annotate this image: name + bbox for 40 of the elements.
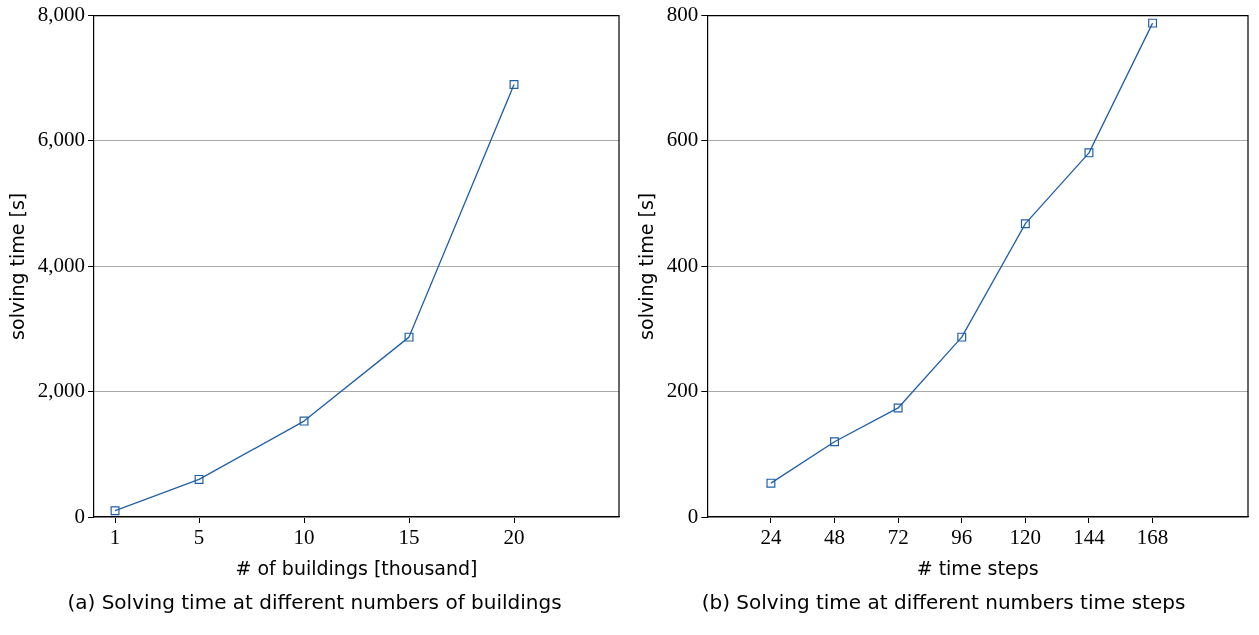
- x-tick-label: 120: [1009, 525, 1042, 550]
- x-axis-title: # time steps: [916, 556, 1039, 579]
- x-tick-label: 168: [1136, 525, 1169, 550]
- point: [509, 80, 519, 90]
- x-tick-label: 48: [824, 525, 846, 550]
- x-tick-label: 1: [109, 525, 121, 550]
- point: [957, 332, 967, 342]
- y-tick-label: 4,000: [37, 252, 86, 277]
- point: [1084, 148, 1094, 158]
- y-tick-label: 800: [666, 2, 699, 27]
- y-tick-label: 0: [687, 503, 699, 528]
- y-axis-title: solving time [s]: [635, 192, 658, 340]
- x-axis-title: # of buildings [thousand]: [235, 556, 478, 579]
- x-tick-label: 144: [1073, 525, 1106, 550]
- text: (b) Solving time at different numbers time steps: [700, 590, 1187, 614]
- point: [110, 506, 120, 516]
- x-tick-label: 15: [398, 525, 420, 550]
- point: [194, 474, 204, 484]
- x-tick-label: 5: [193, 525, 205, 550]
- y-tick-label: 8,000: [37, 2, 86, 27]
- point: [830, 437, 840, 447]
- point: [1148, 18, 1158, 28]
- x-tick-label: 96: [951, 525, 973, 550]
- point: [299, 416, 309, 426]
- x-tick-label: 72: [887, 525, 909, 550]
- x-tick-label: 24: [760, 525, 782, 550]
- y-tick-label: 2,000: [37, 378, 86, 403]
- point: [766, 478, 776, 488]
- y-tick-label: 600: [666, 127, 699, 152]
- point: [404, 332, 414, 342]
- y-tick-label: 0: [74, 503, 86, 528]
- text: (a) Solving time at different numbers of buildings: [66, 590, 563, 614]
- y-tick-label: 6,000: [37, 127, 86, 152]
- x-tick-label: 20: [503, 525, 525, 550]
- point: [1020, 219, 1030, 229]
- x-tick-label: 10: [293, 525, 315, 550]
- point: [893, 403, 903, 413]
- y-tick-label: 200: [666, 378, 699, 403]
- y-axis-title: solving time [s]: [6, 192, 29, 340]
- y-tick-label: 400: [666, 252, 699, 277]
